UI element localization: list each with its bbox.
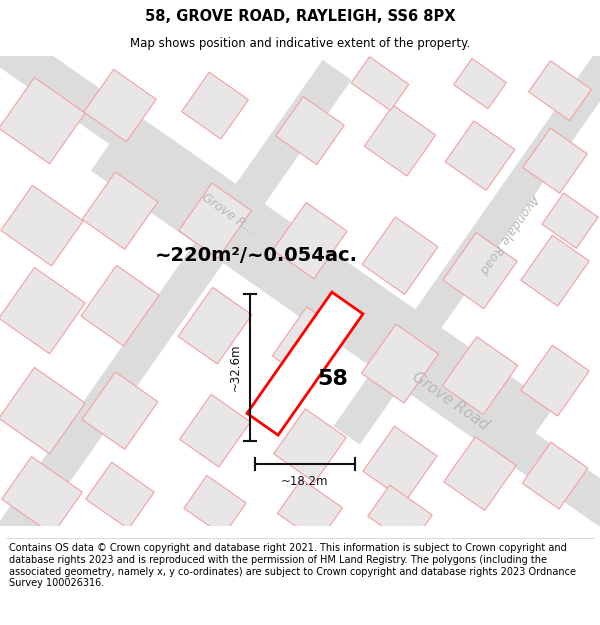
Text: ~220m²/~0.054ac.: ~220m²/~0.054ac. <box>155 246 358 265</box>
Polygon shape <box>523 128 587 193</box>
Polygon shape <box>364 105 436 176</box>
Polygon shape <box>178 288 252 364</box>
Polygon shape <box>0 0 554 439</box>
Polygon shape <box>334 17 600 444</box>
Polygon shape <box>86 462 154 529</box>
Polygon shape <box>84 69 156 142</box>
Polygon shape <box>184 476 246 536</box>
Text: Contains OS data © Crown copyright and database right 2021. This information is : Contains OS data © Crown copyright and d… <box>9 543 576 588</box>
Polygon shape <box>443 232 517 309</box>
Text: Grove Road: Grove Road <box>409 369 491 432</box>
Polygon shape <box>521 345 589 416</box>
Polygon shape <box>277 479 343 542</box>
Polygon shape <box>91 138 600 625</box>
Polygon shape <box>0 268 85 354</box>
Polygon shape <box>0 78 85 164</box>
Polygon shape <box>179 183 251 258</box>
Polygon shape <box>247 292 363 435</box>
Polygon shape <box>0 60 352 571</box>
Polygon shape <box>454 59 506 109</box>
Polygon shape <box>361 324 439 403</box>
Polygon shape <box>82 172 158 249</box>
Polygon shape <box>182 72 248 139</box>
Polygon shape <box>529 61 592 121</box>
Text: Map shows position and indicative extent of the property.: Map shows position and indicative extent… <box>130 36 470 49</box>
Text: ~18.2m: ~18.2m <box>281 475 329 488</box>
Text: 58: 58 <box>317 369 349 389</box>
Polygon shape <box>81 266 159 346</box>
Polygon shape <box>522 442 588 509</box>
Polygon shape <box>273 202 347 279</box>
Text: 58, GROVE ROAD, RAYLEIGH, SS6 8PX: 58, GROVE ROAD, RAYLEIGH, SS6 8PX <box>145 9 455 24</box>
Text: Grove R...: Grove R... <box>199 191 257 237</box>
Polygon shape <box>362 217 438 294</box>
Polygon shape <box>274 409 346 482</box>
Polygon shape <box>82 372 158 449</box>
Polygon shape <box>445 121 515 191</box>
Polygon shape <box>521 235 589 306</box>
Polygon shape <box>351 57 409 111</box>
Text: ~32.6m: ~32.6m <box>229 343 241 391</box>
Polygon shape <box>442 337 518 414</box>
Polygon shape <box>363 426 437 501</box>
Polygon shape <box>272 307 347 384</box>
Polygon shape <box>542 193 598 248</box>
Polygon shape <box>0 368 85 454</box>
Polygon shape <box>368 485 432 546</box>
Polygon shape <box>444 437 516 511</box>
Polygon shape <box>2 456 82 535</box>
Polygon shape <box>276 97 344 164</box>
Polygon shape <box>1 186 83 266</box>
Polygon shape <box>179 394 250 467</box>
Text: Avondale Road: Avondale Road <box>478 191 542 276</box>
